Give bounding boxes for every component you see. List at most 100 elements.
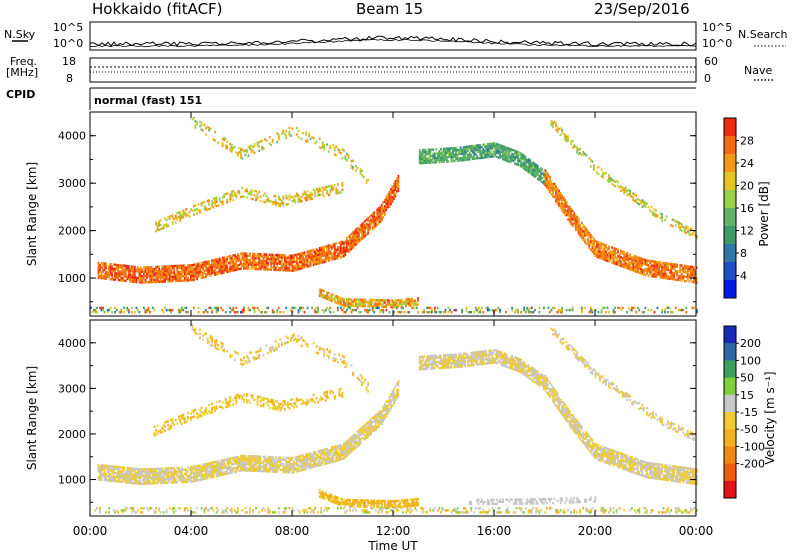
- heatmap-cell: [199, 272, 201, 276]
- heatmap-cell: [462, 154, 465, 157]
- heatmap-cell: [114, 306, 116, 310]
- heatmap-cell: [582, 236, 585, 239]
- heatmap-cell: [652, 268, 654, 272]
- heatmap-cell: [226, 260, 229, 263]
- heatmap-cell: [112, 475, 115, 479]
- heatmap-cell: [250, 193, 253, 196]
- heatmap-cell: [400, 300, 403, 304]
- heatmap-cell: [138, 470, 141, 473]
- heatmap-cell: [176, 466, 179, 470]
- heatmap-cell: [188, 270, 191, 273]
- heatmap-cell: [617, 248, 619, 252]
- heatmap-cell: [115, 274, 118, 277]
- heatmap-cell: [315, 454, 318, 457]
- heatmap-cell: [296, 268, 298, 271]
- heatmap-cell: [430, 148, 433, 151]
- heatmap-cell: [683, 226, 686, 230]
- heatmap-cell: [182, 279, 185, 282]
- heatmap-cell: [355, 243, 357, 246]
- heatmap-cell: [199, 268, 201, 271]
- heatmap-cell: [612, 253, 615, 256]
- heatmap-cell: [570, 212, 573, 215]
- heatmap-cell: [424, 161, 427, 164]
- heatmap-cell: [226, 140, 229, 144]
- heatmap-cell: [246, 461, 248, 464]
- heatmap-cell: [318, 253, 321, 256]
- heatmap-cell: [290, 269, 292, 272]
- heatmap-cell: [209, 272, 212, 275]
- heatmap-cell: [639, 265, 642, 269]
- heatmap-cell: [209, 470, 212, 473]
- heatmap-cell: [179, 468, 182, 472]
- heatmap-cell: [462, 148, 465, 151]
- heatmap-cell: [179, 279, 182, 282]
- heatmap-cell: [294, 468, 297, 471]
- heatmap-cell: [179, 476, 182, 480]
- heatmap-cell: [400, 311, 403, 314]
- heatmap-cell: [615, 260, 618, 264]
- heatmap-cell: [240, 465, 242, 468]
- heatmap-cell: [671, 267, 674, 270]
- heatmap-cell: [220, 463, 223, 466]
- heatmap-cell: [233, 466, 236, 470]
- heatmap-cell: [171, 471, 174, 474]
- heatmap-cell: [290, 256, 292, 259]
- heatmap-cell: [556, 193, 559, 197]
- heatmap-cell: [391, 187, 394, 190]
- heatmap-cell: [617, 261, 619, 264]
- heatmap-cell: [102, 474, 104, 477]
- heatmap-cell: [358, 227, 360, 231]
- heatmap-cell: [208, 207, 210, 211]
- heatmap-cell: [435, 156, 438, 160]
- heatmap-cell: [99, 468, 101, 471]
- heatmap-cell: [177, 474, 180, 478]
- heatmap-cell: [383, 205, 386, 208]
- heatmap-cell: [156, 479, 159, 483]
- heatmap-cell: [299, 200, 301, 203]
- heatmap-cell: [273, 260, 276, 263]
- heatmap-cell: [97, 470, 100, 473]
- heatmap-cell: [309, 464, 312, 467]
- heatmap-cell: [606, 246, 609, 250]
- heatmap-cell: [326, 249, 329, 252]
- heatmap-cell: [185, 472, 188, 475]
- heatmap-cell: [306, 306, 309, 310]
- heatmap-cell: [194, 265, 197, 268]
- heatmap-cell: [311, 257, 313, 261]
- heatmap-cell: [103, 476, 106, 480]
- heatmap-cell: [153, 278, 156, 281]
- heatmap-cell: [203, 473, 206, 476]
- heatmap-cell: [462, 156, 465, 160]
- heatmap-cell: [227, 463, 230, 467]
- heatmap-cell: [297, 129, 300, 133]
- heatmap-cell: [182, 308, 185, 312]
- heatmap-cell: [294, 466, 297, 469]
- heatmap-cell: [205, 467, 207, 470]
- heatmap-cell: [559, 191, 562, 195]
- heatmap-cell: [596, 247, 598, 250]
- heatmap-cell: [240, 467, 242, 470]
- heatmap-cell: [241, 462, 244, 466]
- heatmap-cell: [499, 152, 501, 155]
- heatmap-cell: [529, 165, 532, 168]
- heatmap-cell: [112, 479, 115, 483]
- heatmap-cell: [288, 198, 291, 201]
- heatmap-cell: [220, 469, 223, 473]
- heatmap-cell: [349, 236, 351, 239]
- heatmap-cell: [511, 148, 513, 151]
- heatmap-cell: [367, 305, 369, 308]
- heatmap-cell: [426, 153, 429, 156]
- heatmap-cell: [441, 149, 444, 153]
- heatmap-cell: [621, 306, 624, 310]
- heatmap-cell: [340, 446, 342, 449]
- heatmap-cell: [185, 468, 188, 471]
- heatmap-cell: [630, 308, 633, 312]
- heatmap-cell: [203, 475, 206, 478]
- heatmap-cell: [232, 190, 235, 193]
- heatmap-cell: [329, 144, 332, 148]
- heatmap-cell: [423, 157, 426, 160]
- heatmap-cell: [532, 172, 535, 175]
- heatmap-cell: [639, 272, 642, 275]
- heatmap-cell: [223, 267, 226, 270]
- heatmap-cell: [418, 153, 421, 156]
